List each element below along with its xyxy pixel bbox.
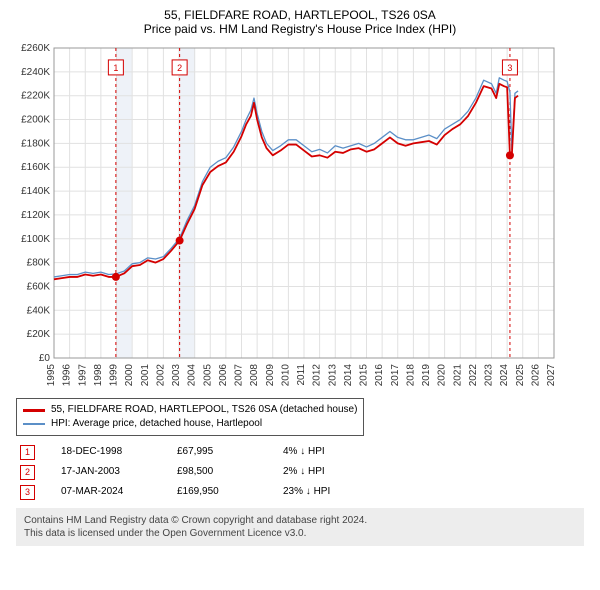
svg-text:2: 2 — [177, 63, 182, 73]
price-chart: £0 £20K £40K £60K £80K £100K £120K £140K £160K £1… — [12, 42, 588, 392]
transaction-row: 3 07-MAR-2024 £169,950 23% ↓ HPI — [20, 482, 580, 502]
svg-text:1996: 1996 — [62, 364, 73, 387]
svg-text:2000: 2000 — [124, 364, 135, 387]
svg-text:2024: 2024 — [499, 364, 510, 387]
transaction-marker: 3 — [20, 485, 35, 500]
legend-swatch-hpi — [23, 423, 45, 425]
transaction-price: £67,995 — [177, 442, 257, 462]
transaction-date: 18-DEC-1998 — [61, 442, 151, 462]
svg-text:1999: 1999 — [109, 364, 120, 387]
svg-text:2027: 2027 — [546, 364, 557, 387]
svg-text:£20K: £20K — [27, 329, 51, 340]
svg-text:£80K: £80K — [27, 258, 51, 269]
svg-text:2020: 2020 — [437, 364, 448, 387]
transaction-price: £98,500 — [177, 462, 257, 482]
svg-text:£180K: £180K — [21, 138, 50, 149]
legend-label-hpi: HPI: Average price, detached house, Hart… — [51, 417, 262, 431]
title-line1: 55, FIELDFARE ROAD, HARTLEPOOL, TS26 0SA — [12, 8, 588, 22]
transaction-delta: 2% ↓ HPI — [283, 462, 325, 482]
svg-text:2011: 2011 — [296, 364, 307, 386]
svg-text:3: 3 — [507, 63, 512, 73]
legend: 55, FIELDFARE ROAD, HARTLEPOOL, TS26 0SA… — [16, 398, 364, 436]
legend-label-property: 55, FIELDFARE ROAD, HARTLEPOOL, TS26 0SA… — [51, 403, 357, 417]
svg-text:2022: 2022 — [468, 364, 479, 387]
svg-text:2002: 2002 — [155, 364, 166, 387]
svg-text:2018: 2018 — [405, 364, 416, 387]
svg-text:2016: 2016 — [374, 364, 385, 387]
svg-text:2017: 2017 — [390, 364, 401, 387]
svg-text:2008: 2008 — [249, 364, 260, 387]
svg-text:£60K: £60K — [27, 281, 51, 292]
title-line2: Price paid vs. HM Land Registry's House … — [12, 22, 588, 36]
svg-text:2007: 2007 — [234, 364, 245, 387]
svg-text:2019: 2019 — [421, 364, 432, 387]
svg-text:£260K: £260K — [21, 43, 50, 54]
svg-text:2023: 2023 — [484, 364, 495, 387]
transaction-date: 07-MAR-2024 — [61, 482, 151, 502]
svg-text:2013: 2013 — [327, 364, 338, 387]
svg-text:2012: 2012 — [312, 364, 323, 387]
svg-text:£100K: £100K — [21, 234, 50, 245]
svg-text:2014: 2014 — [343, 364, 354, 387]
svg-text:2026: 2026 — [530, 364, 541, 387]
svg-text:2004: 2004 — [187, 364, 198, 387]
svg-text:2003: 2003 — [171, 364, 182, 387]
legend-row-hpi: HPI: Average price, detached house, Hart… — [23, 417, 357, 431]
svg-text:2006: 2006 — [218, 364, 229, 387]
legend-swatch-property — [23, 409, 45, 412]
transaction-delta: 4% ↓ HPI — [283, 442, 325, 462]
footer-line1: Contains HM Land Registry data © Crown c… — [24, 514, 576, 527]
footer-line2: This data is licensed under the Open Gov… — [24, 527, 576, 540]
transaction-date: 17-JAN-2003 — [61, 462, 151, 482]
svg-text:£140K: £140K — [21, 186, 50, 197]
transaction-delta: 23% ↓ HPI — [283, 482, 330, 502]
svg-text:2005: 2005 — [202, 364, 213, 387]
svg-text:2025: 2025 — [515, 364, 526, 387]
transaction-marker: 1 — [20, 445, 35, 460]
transaction-row: 1 18-DEC-1998 £67,995 4% ↓ HPI — [20, 442, 580, 462]
transaction-price: £169,950 — [177, 482, 257, 502]
svg-text:£40K: £40K — [27, 305, 51, 316]
transactions-table: 1 18-DEC-1998 £67,995 4% ↓ HPI 2 17-JAN-2003 £… — [20, 442, 580, 502]
svg-text:1: 1 — [113, 63, 118, 73]
svg-text:2001: 2001 — [140, 364, 151, 387]
transaction-row: 2 17-JAN-2003 £98,500 2% ↓ HPI — [20, 462, 580, 482]
svg-text:£240K: £240K — [21, 67, 50, 78]
transaction-marker: 2 — [20, 465, 35, 480]
svg-text:£120K: £120K — [21, 210, 50, 221]
svg-text:£200K: £200K — [21, 115, 50, 126]
svg-text:1998: 1998 — [93, 364, 104, 387]
svg-text:2015: 2015 — [359, 364, 370, 387]
chart-title: 55, FIELDFARE ROAD, HARTLEPOOL, TS26 0SA… — [12, 8, 588, 36]
legend-row-property: 55, FIELDFARE ROAD, HARTLEPOOL, TS26 0SA… — [23, 403, 357, 417]
svg-text:1995: 1995 — [46, 364, 57, 387]
svg-text:£0: £0 — [39, 353, 51, 364]
svg-text:£160K: £160K — [21, 162, 50, 173]
svg-text:2021: 2021 — [452, 364, 463, 387]
svg-text:1997: 1997 — [77, 364, 88, 387]
svg-text:2009: 2009 — [265, 364, 276, 387]
svg-text:2010: 2010 — [280, 364, 291, 387]
svg-text:£220K: £220K — [21, 91, 50, 102]
attribution-footer: Contains HM Land Registry data © Crown c… — [16, 508, 584, 546]
